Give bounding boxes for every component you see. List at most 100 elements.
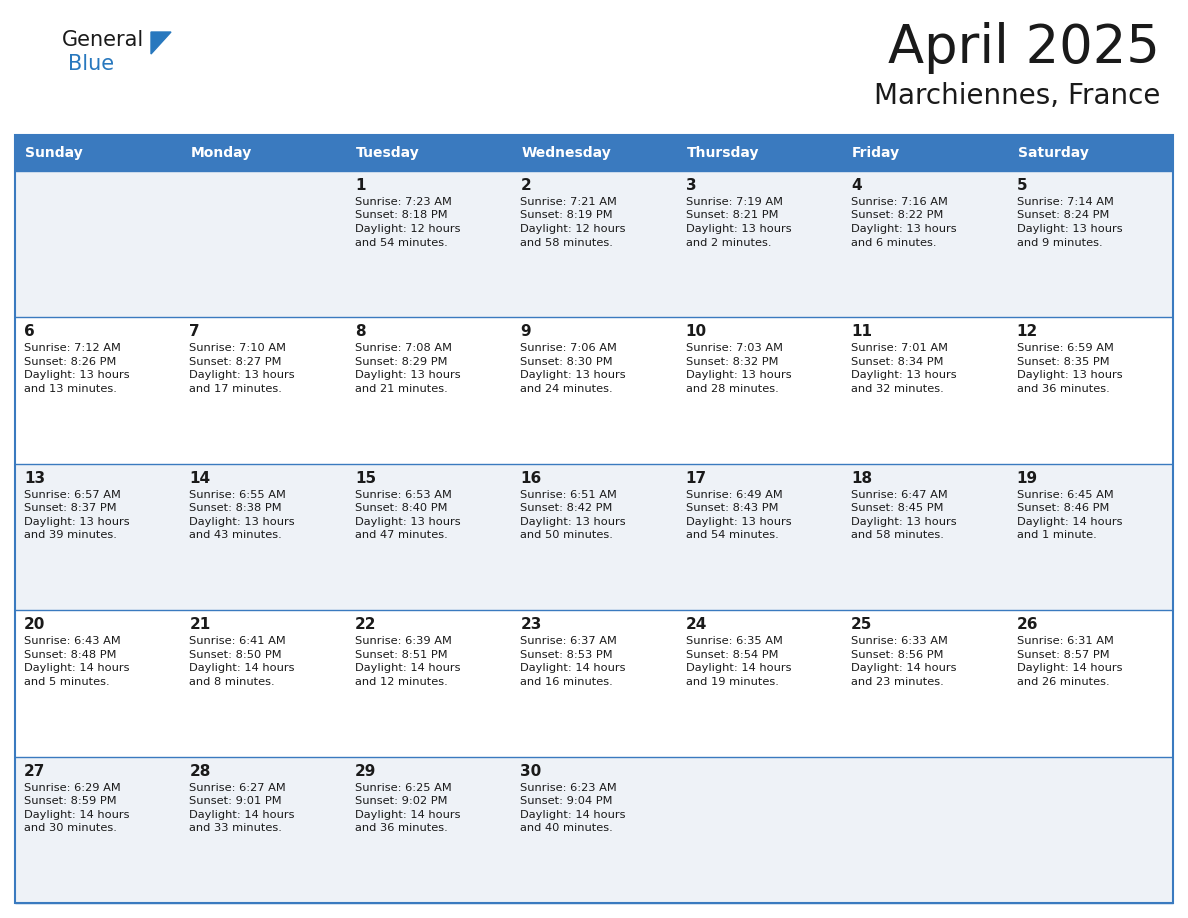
Text: Daylight: 12 hours: Daylight: 12 hours bbox=[355, 224, 461, 234]
Text: Sunset: 8:54 PM: Sunset: 8:54 PM bbox=[685, 650, 778, 660]
Bar bbox=[842, 464, 1007, 610]
Text: Daylight: 13 hours: Daylight: 13 hours bbox=[1017, 224, 1123, 234]
Text: Daylight: 14 hours: Daylight: 14 hours bbox=[24, 810, 129, 820]
Bar bbox=[511, 318, 677, 464]
Text: 8: 8 bbox=[355, 324, 366, 340]
Bar bbox=[181, 464, 346, 610]
Text: 14: 14 bbox=[189, 471, 210, 486]
Bar bbox=[181, 171, 346, 318]
Text: 20: 20 bbox=[24, 617, 45, 633]
Text: Daylight: 14 hours: Daylight: 14 hours bbox=[355, 810, 461, 820]
Text: 27: 27 bbox=[24, 764, 45, 778]
Text: and 39 minutes.: and 39 minutes. bbox=[24, 531, 116, 541]
Text: Sunset: 8:18 PM: Sunset: 8:18 PM bbox=[355, 210, 448, 220]
Text: Sunset: 8:35 PM: Sunset: 8:35 PM bbox=[1017, 357, 1110, 367]
Text: and 50 minutes.: and 50 minutes. bbox=[520, 531, 613, 541]
Text: 2: 2 bbox=[520, 178, 531, 193]
Text: Sunset: 8:24 PM: Sunset: 8:24 PM bbox=[1017, 210, 1108, 220]
Text: Daylight: 13 hours: Daylight: 13 hours bbox=[685, 517, 791, 527]
Bar bbox=[181, 756, 346, 903]
Text: Saturday: Saturday bbox=[1018, 146, 1088, 160]
Text: Sunrise: 7:06 AM: Sunrise: 7:06 AM bbox=[520, 343, 617, 353]
Bar bbox=[1007, 610, 1173, 756]
Text: 28: 28 bbox=[189, 764, 210, 778]
Text: Sunrise: 6:27 AM: Sunrise: 6:27 AM bbox=[189, 783, 286, 792]
Text: 22: 22 bbox=[355, 617, 377, 633]
Text: Sunset: 8:26 PM: Sunset: 8:26 PM bbox=[24, 357, 116, 367]
Text: Sunset: 8:56 PM: Sunset: 8:56 PM bbox=[851, 650, 943, 660]
Text: Sunset: 8:59 PM: Sunset: 8:59 PM bbox=[24, 796, 116, 806]
Bar bbox=[346, 135, 511, 171]
Text: Sunset: 8:42 PM: Sunset: 8:42 PM bbox=[520, 503, 613, 513]
Text: Daylight: 14 hours: Daylight: 14 hours bbox=[189, 663, 295, 673]
Text: and 28 minutes.: and 28 minutes. bbox=[685, 384, 778, 394]
Text: Daylight: 13 hours: Daylight: 13 hours bbox=[355, 517, 461, 527]
Text: Sunrise: 7:23 AM: Sunrise: 7:23 AM bbox=[355, 197, 451, 207]
Text: and 13 minutes.: and 13 minutes. bbox=[24, 384, 116, 394]
Text: and 54 minutes.: and 54 minutes. bbox=[355, 238, 448, 248]
Bar bbox=[511, 171, 677, 318]
Text: Daylight: 13 hours: Daylight: 13 hours bbox=[851, 370, 956, 380]
Bar bbox=[15, 610, 181, 756]
Text: and 9 minutes.: and 9 minutes. bbox=[1017, 238, 1102, 248]
Text: Sunrise: 6:39 AM: Sunrise: 6:39 AM bbox=[355, 636, 451, 646]
Text: Tuesday: Tuesday bbox=[356, 146, 419, 160]
Text: Sunset: 8:48 PM: Sunset: 8:48 PM bbox=[24, 650, 116, 660]
Bar bbox=[842, 171, 1007, 318]
Text: 18: 18 bbox=[851, 471, 872, 486]
Text: Sunrise: 7:12 AM: Sunrise: 7:12 AM bbox=[24, 343, 121, 353]
Text: Daylight: 14 hours: Daylight: 14 hours bbox=[1017, 663, 1123, 673]
Bar bbox=[1007, 318, 1173, 464]
Text: 21: 21 bbox=[189, 617, 210, 633]
Text: and 19 minutes.: and 19 minutes. bbox=[685, 677, 778, 687]
Text: Daylight: 13 hours: Daylight: 13 hours bbox=[685, 370, 791, 380]
Text: Sunset: 9:02 PM: Sunset: 9:02 PM bbox=[355, 796, 448, 806]
Text: Marchiennes, France: Marchiennes, France bbox=[873, 82, 1159, 110]
Text: and 47 minutes.: and 47 minutes. bbox=[355, 531, 448, 541]
Text: 5: 5 bbox=[1017, 178, 1028, 193]
Text: Sunrise: 7:19 AM: Sunrise: 7:19 AM bbox=[685, 197, 783, 207]
Text: Monday: Monday bbox=[190, 146, 252, 160]
Polygon shape bbox=[151, 32, 171, 54]
Text: Daylight: 14 hours: Daylight: 14 hours bbox=[189, 810, 295, 820]
Text: Sunrise: 6:31 AM: Sunrise: 6:31 AM bbox=[1017, 636, 1113, 646]
Bar bbox=[346, 756, 511, 903]
Text: 9: 9 bbox=[520, 324, 531, 340]
Text: and 58 minutes.: and 58 minutes. bbox=[851, 531, 944, 541]
Text: Sunrise: 6:29 AM: Sunrise: 6:29 AM bbox=[24, 783, 121, 792]
Text: 23: 23 bbox=[520, 617, 542, 633]
Bar bbox=[1007, 464, 1173, 610]
Text: and 32 minutes.: and 32 minutes. bbox=[851, 384, 944, 394]
Bar bbox=[842, 135, 1007, 171]
Text: Wednesday: Wednesday bbox=[522, 146, 611, 160]
Text: Sunrise: 6:45 AM: Sunrise: 6:45 AM bbox=[1017, 490, 1113, 499]
Text: Daylight: 13 hours: Daylight: 13 hours bbox=[851, 517, 956, 527]
Text: and 54 minutes.: and 54 minutes. bbox=[685, 531, 778, 541]
Text: Daylight: 14 hours: Daylight: 14 hours bbox=[24, 663, 129, 673]
Text: 25: 25 bbox=[851, 617, 872, 633]
Text: and 8 minutes.: and 8 minutes. bbox=[189, 677, 276, 687]
Text: General: General bbox=[62, 30, 144, 50]
Bar bbox=[15, 135, 1173, 903]
Text: Sunrise: 6:55 AM: Sunrise: 6:55 AM bbox=[189, 490, 286, 499]
Text: and 26 minutes.: and 26 minutes. bbox=[1017, 677, 1110, 687]
Bar bbox=[842, 756, 1007, 903]
Text: Daylight: 14 hours: Daylight: 14 hours bbox=[685, 663, 791, 673]
Text: Sunset: 8:34 PM: Sunset: 8:34 PM bbox=[851, 357, 943, 367]
Text: and 24 minutes.: and 24 minutes. bbox=[520, 384, 613, 394]
Bar bbox=[511, 135, 677, 171]
Text: 17: 17 bbox=[685, 471, 707, 486]
Text: Sunset: 9:04 PM: Sunset: 9:04 PM bbox=[520, 796, 613, 806]
Text: Sunrise: 6:43 AM: Sunrise: 6:43 AM bbox=[24, 636, 121, 646]
Text: and 36 minutes.: and 36 minutes. bbox=[355, 823, 448, 834]
Text: Sunset: 8:53 PM: Sunset: 8:53 PM bbox=[520, 650, 613, 660]
Bar bbox=[842, 318, 1007, 464]
Text: 30: 30 bbox=[520, 764, 542, 778]
Text: Sunset: 8:37 PM: Sunset: 8:37 PM bbox=[24, 503, 116, 513]
Text: Sunrise: 7:21 AM: Sunrise: 7:21 AM bbox=[520, 197, 617, 207]
Text: 11: 11 bbox=[851, 324, 872, 340]
Text: Daylight: 13 hours: Daylight: 13 hours bbox=[520, 370, 626, 380]
Text: Sunset: 8:21 PM: Sunset: 8:21 PM bbox=[685, 210, 778, 220]
Text: and 6 minutes.: and 6 minutes. bbox=[851, 238, 936, 248]
Text: and 33 minutes.: and 33 minutes. bbox=[189, 823, 283, 834]
